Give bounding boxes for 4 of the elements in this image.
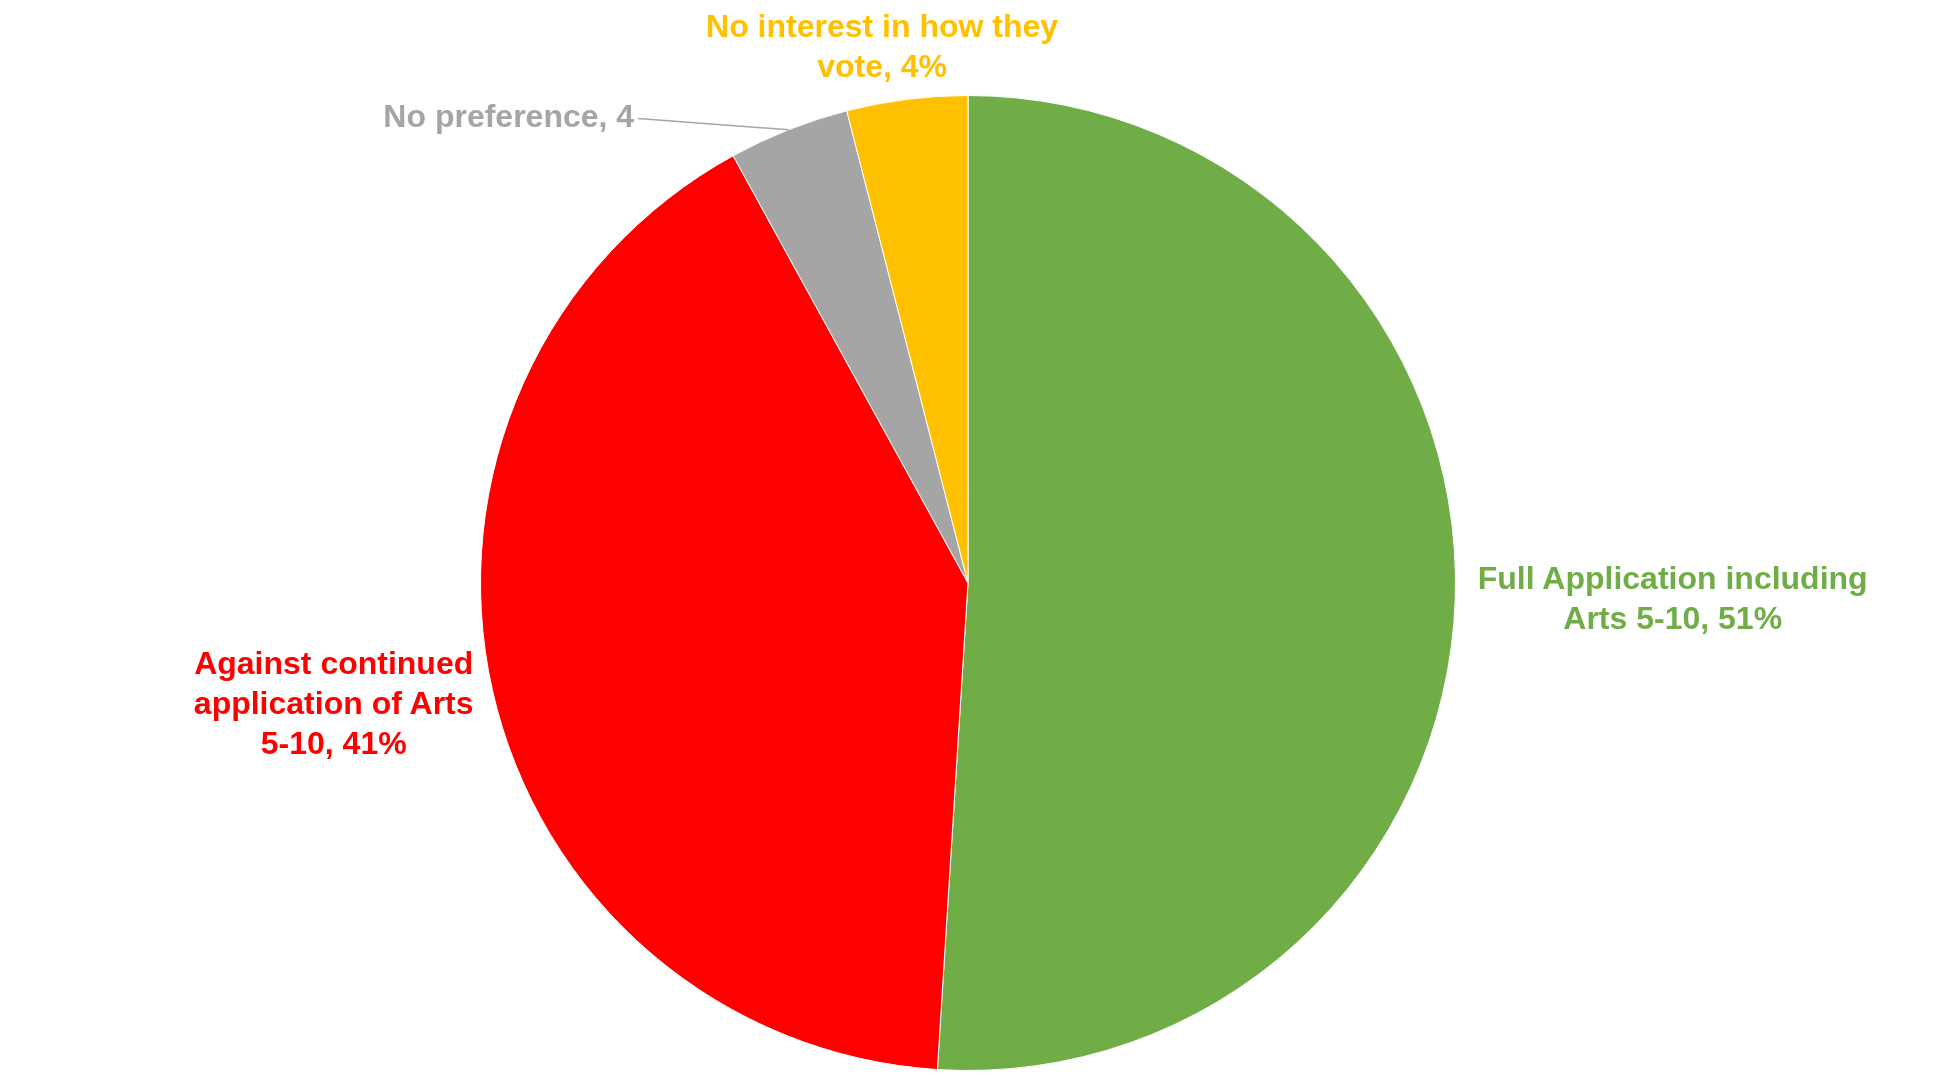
slice-label: Against continued application of Arts 5-10, 41% [193,644,474,761]
slice-label: No preference, 4 [383,98,635,135]
slice-label: No interest in how they vote, 4% [706,7,1059,84]
slice-label: Full Application including Arts 5-10, 51% [1477,559,1868,636]
